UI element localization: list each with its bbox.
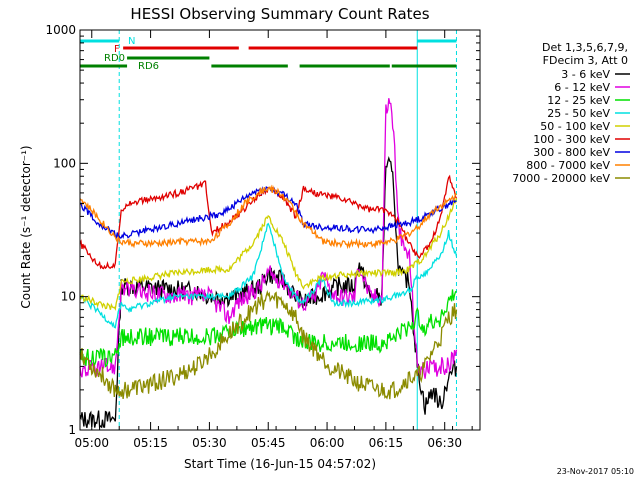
footer-date: 23-Nov-2017 05:10 [557,467,634,476]
series-line [79,289,457,368]
series-line [79,98,458,379]
x-tick-label: 05:15 [133,436,168,450]
legend-entry-label: 800 - 7000 keV [526,159,610,172]
legend-header-line: FDecim 3, Att 0 [543,54,628,67]
x-tick-label: 06:30 [427,436,462,450]
legend-entry-label: 12 - 25 keV [547,94,610,107]
flag-label-rd0: RD0 [104,53,125,64]
flag-label-n: N [128,36,135,47]
axes: 05:00 05:15 05:30 05:45 06:00 06:15 06:30 1 10 10… [45,23,480,450]
x-tick-label: 06:00 [310,436,345,450]
legend-entry-label: 300 - 800 keV [533,146,610,159]
legend-entry-label: 25 - 50 keV [547,107,610,120]
flag-label-f: F [114,44,120,55]
series-line [79,222,458,329]
series-line [79,184,457,250]
chart-title: HESSI Observing Summary Count Rates [130,5,429,23]
series-line [79,197,458,311]
x-tick-label: 06:15 [369,436,404,450]
y-tick-label: 100 [53,156,76,170]
plot-content [79,30,458,430]
plot-frame [79,29,481,431]
series-line [79,289,458,400]
x-axis-label: Start Time (16-Jun-15 04:57:02) [184,457,376,471]
legend-entry-label: 3 - 6 keV [561,68,610,81]
x-tick-label: 05:45 [251,436,286,450]
y-tick-label: 1 [68,423,76,437]
legend-entry-label: 50 - 100 keV [540,120,610,133]
x-tick-label: 05:30 [192,436,227,450]
x-tick-label: 05:00 [74,436,109,450]
y-tick-label: 10 [61,290,76,304]
legend-entry-label: 100 - 300 keV [533,133,610,146]
flag-label-rd6: RD6 [138,61,159,72]
legend-entry-label: 6 - 12 keV [554,81,610,94]
legend-entry-label: 7000 - 20000 keV [512,172,610,185]
y-axis-label: Count Rate (s⁻¹ detector⁻¹) [19,145,33,308]
y-tick-label: 1000 [45,23,76,37]
legend-header-line: Det 1,3,5,6,7,9, [542,41,628,54]
